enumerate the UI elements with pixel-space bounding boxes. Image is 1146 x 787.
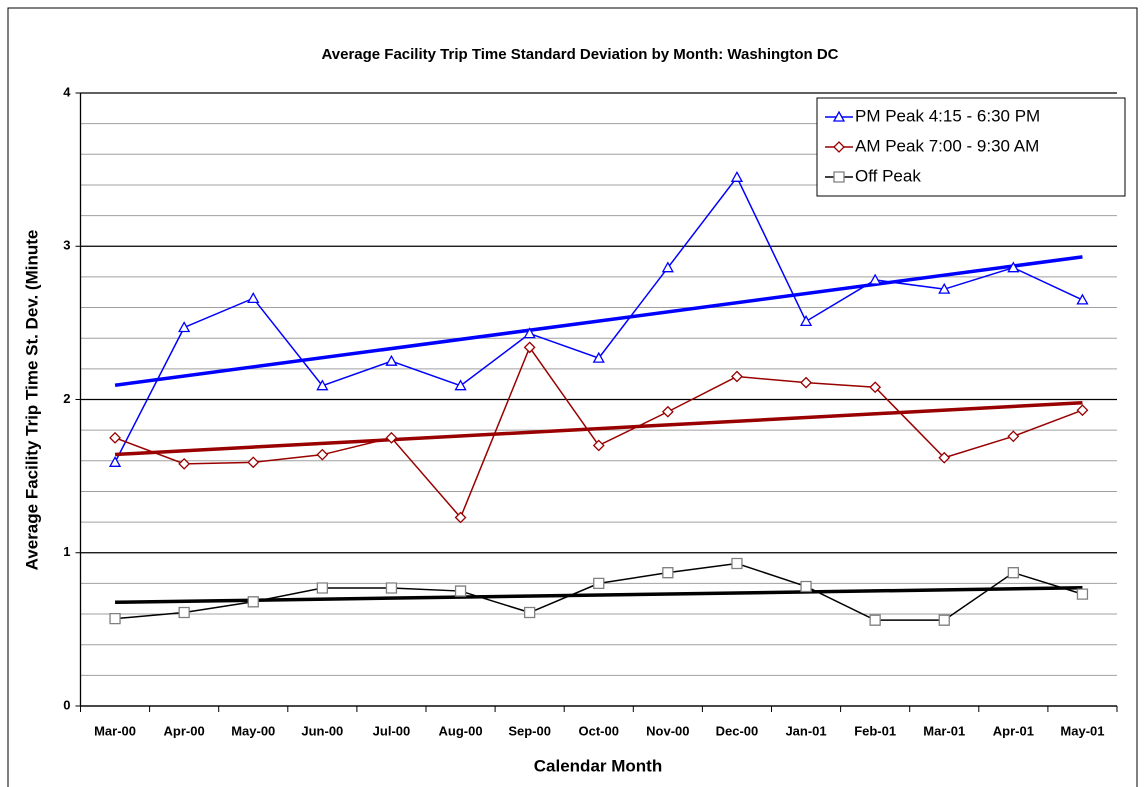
data-point <box>661 261 674 273</box>
data-point <box>1076 293 1089 305</box>
data-point <box>800 376 812 389</box>
x-tick-label: Mar-01 <box>923 723 965 738</box>
y-tick-label: 0 <box>63 697 70 712</box>
data-point <box>662 567 674 579</box>
data-point <box>178 457 191 470</box>
x-axis-label: Calendar Month <box>534 756 662 775</box>
data-point <box>178 321 191 333</box>
legend-marker <box>833 141 845 153</box>
x-tick-label: Apr-00 <box>164 723 205 738</box>
data-point <box>661 405 674 418</box>
data-point <box>178 606 190 619</box>
legend <box>816 97 1126 197</box>
legend-label: PM Peak 4:15 - 6:30 PM <box>855 106 1040 125</box>
data-point <box>799 315 813 326</box>
legend-label: Off Peak <box>855 166 921 185</box>
legend-marker <box>832 110 846 122</box>
x-tick-label: Apr-01 <box>993 723 1034 738</box>
chart-title: Average Facility Trip Time Standard Devi… <box>321 46 838 63</box>
legend-marker <box>833 171 845 183</box>
data-point <box>316 448 329 461</box>
data-point <box>938 451 951 464</box>
x-tick-label: Feb-01 <box>854 723 896 738</box>
data-point <box>109 431 121 444</box>
x-tick-label: Nov-00 <box>646 723 689 738</box>
y-tick-label: 3 <box>63 238 70 253</box>
data-point <box>800 580 812 593</box>
data-point <box>1076 588 1089 600</box>
data-point <box>523 341 536 354</box>
data-point <box>247 292 260 304</box>
x-tick-label: Aug-00 <box>439 723 483 738</box>
data-point <box>592 351 605 363</box>
x-tick-label: Jul-00 <box>373 723 411 738</box>
data-point <box>869 273 882 285</box>
x-tick-label: Dec-00 <box>716 723 759 738</box>
legend-label: AM Peak 7:00 - 9:30 AM <box>855 136 1039 155</box>
data-point <box>593 577 605 590</box>
data-point <box>385 431 398 444</box>
data-point <box>1007 567 1019 579</box>
data-point <box>1076 404 1089 417</box>
x-tick-label: Mar-00 <box>94 723 136 738</box>
data-point <box>869 614 881 626</box>
data-point <box>869 381 882 394</box>
data-point <box>524 606 536 619</box>
y-tick-label: 2 <box>63 391 70 406</box>
x-tick-label: Oct-00 <box>579 723 619 738</box>
data-point <box>385 354 398 366</box>
data-point <box>592 439 605 452</box>
x-tick-label: Sep-00 <box>508 723 551 738</box>
x-tick-label: May-01 <box>1060 723 1104 738</box>
data-point <box>938 614 950 626</box>
data-point <box>109 612 121 625</box>
data-point <box>731 370 743 383</box>
data-point <box>108 455 122 467</box>
trend-line <box>115 586 1083 605</box>
data-point <box>316 582 329 594</box>
data-point <box>454 585 467 597</box>
data-point <box>247 456 260 469</box>
trend-line <box>114 255 1083 387</box>
x-tick-label: Jan-01 <box>785 723 826 738</box>
data-point <box>731 557 743 570</box>
x-tick-label: Jun-00 <box>301 723 343 738</box>
data-point <box>454 511 467 524</box>
y-tick-label: 4 <box>63 84 71 99</box>
y-axis-label: Average Facility Trip Time St. Dev. (Min… <box>22 230 41 571</box>
trend-line <box>114 401 1083 457</box>
data-point <box>523 327 536 339</box>
y-tick-label: 1 <box>63 544 70 559</box>
data-point <box>1007 261 1020 273</box>
data-point <box>454 379 467 391</box>
data-point <box>730 170 744 182</box>
data-point <box>247 596 259 608</box>
data-point <box>316 379 329 391</box>
data-point <box>1007 430 1020 443</box>
x-tick-label: May-00 <box>231 723 275 738</box>
data-point <box>385 582 398 594</box>
data-point <box>938 282 951 294</box>
